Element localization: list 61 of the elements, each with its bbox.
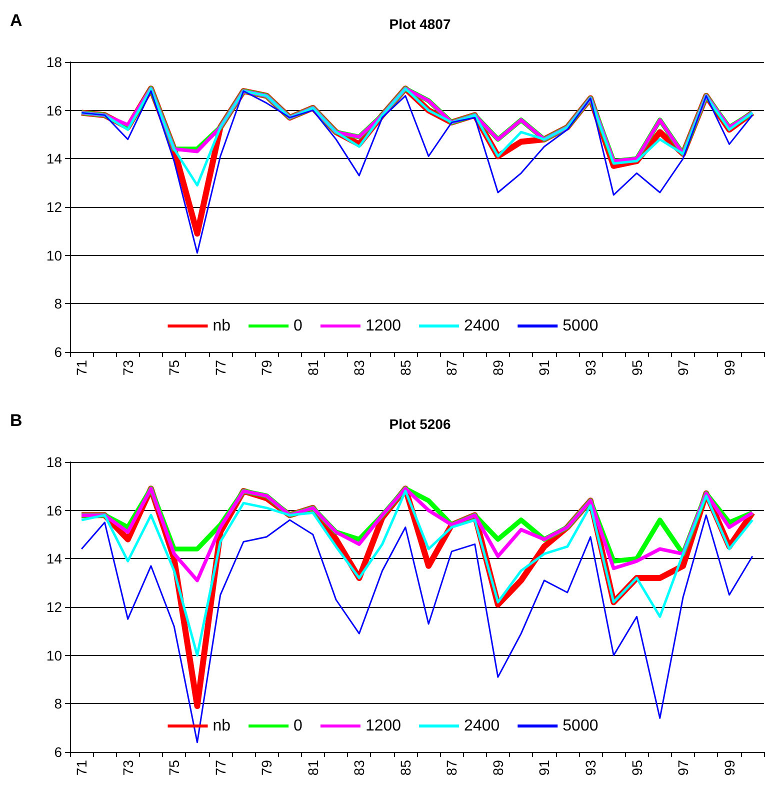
y-tick-label: 12 [46, 599, 62, 615]
x-tick-label: 93 [582, 360, 598, 376]
legend-label: 2400 [464, 718, 500, 734]
legend-label: 1200 [365, 718, 402, 734]
legend-label: nb [212, 318, 231, 334]
y-tick-label: 6 [54, 344, 62, 360]
x-tick-label: 87 [444, 360, 460, 376]
x-tick-label: 83 [351, 360, 368, 376]
x-tick-label: 79 [258, 360, 275, 376]
y-tick-label: 12 [46, 199, 62, 215]
x-tick-label: 73 [120, 760, 136, 776]
x-tick-label: 77 [212, 760, 228, 776]
y-tick-label: 14 [46, 550, 62, 567]
y-tick-label: 14 [46, 150, 62, 167]
x-tick-label: 93 [582, 760, 598, 776]
x-tick-label: 71 [74, 760, 90, 776]
x-tick-label: 91 [536, 760, 552, 776]
legend-label: 0 [294, 718, 303, 734]
x-tick-label: 75 [166, 760, 182, 776]
x-tick-label: 77 [212, 360, 228, 376]
line-series [80, 514, 754, 744]
y-tick-label: 16 [46, 102, 62, 118]
text: A [10, 11, 22, 30]
legend-label: 1200 [365, 318, 402, 334]
x-tick-label: 89 [490, 760, 506, 776]
line-series [80, 486, 754, 582]
x-tick-label: 99 [721, 360, 738, 376]
x-tick-label: 85 [397, 760, 414, 776]
legend-label: 5000 [562, 718, 598, 734]
legend-label: 0 [294, 318, 303, 334]
legend-label: 5000 [562, 318, 598, 334]
line-series [80, 490, 754, 657]
x-tick-label: 85 [397, 360, 414, 376]
x-tick-label: 73 [120, 360, 136, 376]
chart-title: Plot 5206 [389, 416, 451, 432]
x-tick-label: 79 [258, 760, 275, 776]
y-tick-label: 18 [46, 54, 62, 70]
x-tick-label: 95 [628, 760, 645, 776]
x-tick-label: 89 [490, 360, 506, 376]
legend-label: nb [212, 718, 231, 734]
x-tick-label: 99 [721, 760, 738, 776]
y-tick-label: 16 [46, 502, 62, 518]
x-tick-label: 87 [444, 760, 460, 776]
y-tick-label: 8 [54, 696, 62, 712]
x-tick-label: 95 [628, 360, 645, 376]
y-tick-label: 10 [46, 247, 62, 264]
y-tick-label: 6 [54, 744, 62, 760]
text: B [10, 411, 22, 430]
x-tick-label: 91 [536, 360, 552, 376]
chart-title: Plot 4807 [389, 16, 451, 32]
x-tick-label: 97 [675, 760, 692, 776]
x-tick-label: 81 [304, 360, 321, 376]
x-tick-label: 97 [675, 360, 692, 376]
y-tick-label: 10 [46, 647, 62, 664]
x-tick-label: 81 [304, 760, 321, 776]
legend-label: 2400 [464, 318, 500, 334]
y-tick-label: 18 [46, 454, 62, 470]
x-tick-label: 83 [351, 760, 368, 776]
y-tick-label: 8 [54, 296, 62, 312]
x-tick-label: 71 [74, 360, 90, 376]
x-tick-label: 75 [166, 360, 182, 376]
